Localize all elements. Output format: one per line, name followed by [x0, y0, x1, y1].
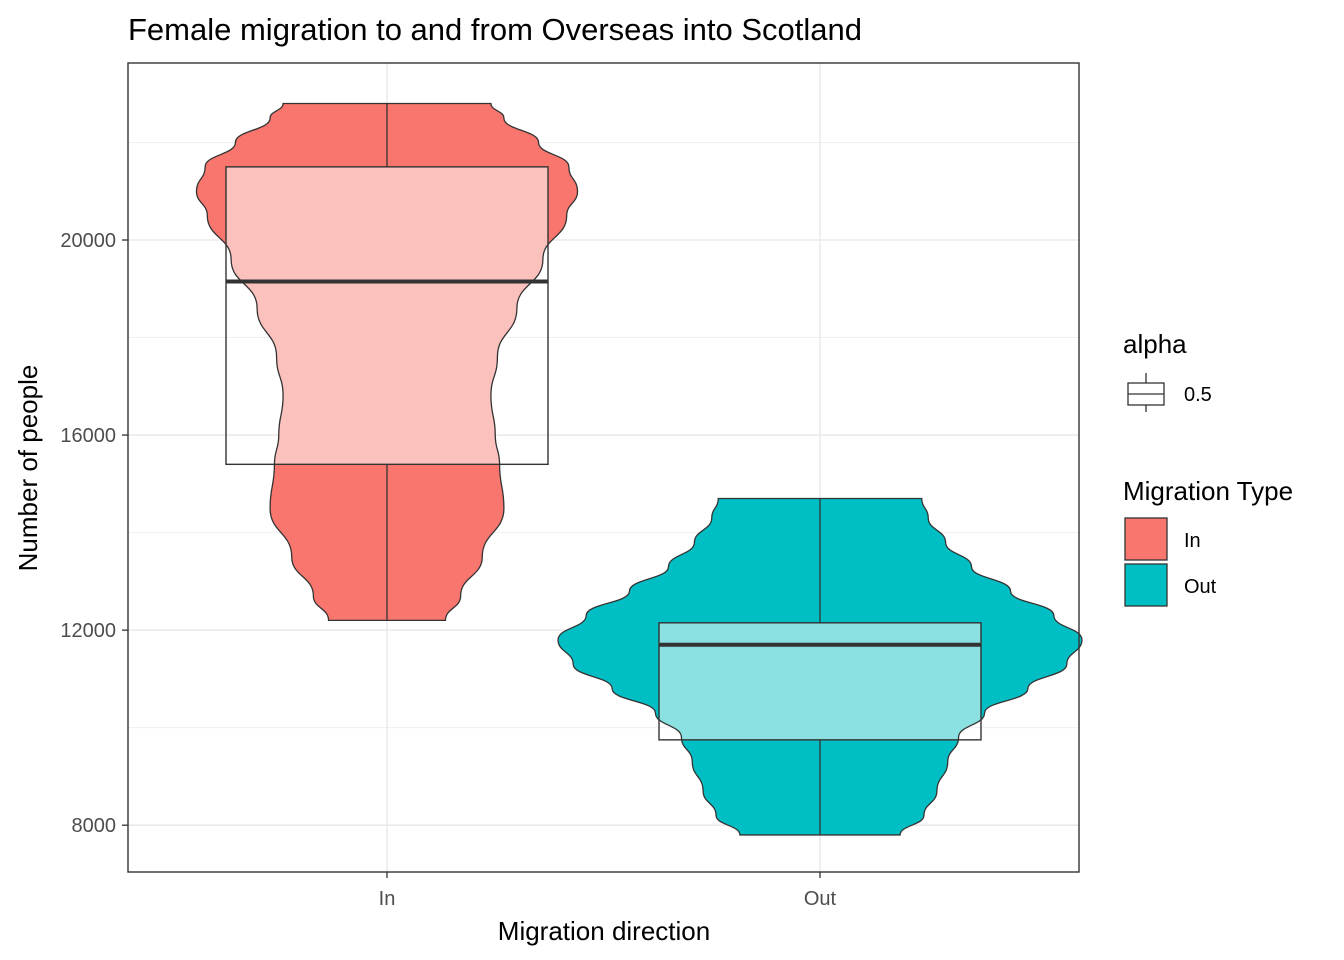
y-tick-label: 20000	[60, 230, 116, 252]
y-axis: 8000 12000 16000 20000	[60, 230, 128, 837]
x-axis-title: Migration direction	[498, 916, 710, 946]
violin-box-overlay	[659, 622, 981, 740]
box-out	[658, 622, 982, 741]
violin-outline	[195, 102, 579, 622]
x-axis: In Out	[379, 872, 837, 910]
chart-title: Female migration to and from Overseas in…	[128, 12, 862, 47]
legend-key-in	[1124, 517, 1168, 561]
y-tick-label: 12000	[60, 620, 116, 642]
box-in	[225, 166, 549, 466]
y-tick-label: 16000	[60, 425, 116, 447]
y-axis-title: Number of people	[13, 365, 43, 572]
legend-alpha-title: alpha	[1123, 329, 1187, 359]
box-glyph-icon	[1127, 373, 1165, 412]
x-tick-label: In	[379, 888, 396, 910]
legend-key-out	[1124, 563, 1168, 607]
legend-alpha-label: 0.5	[1184, 384, 1212, 406]
legend-type-title: Migration Type	[1123, 476, 1293, 506]
legend-label-in: In	[1184, 530, 1201, 552]
legend-label-out: Out	[1184, 576, 1217, 598]
plot-panel	[127, 62, 1083, 873]
violin-outline	[557, 497, 1083, 836]
x-tick-label: Out	[804, 888, 837, 910]
legend: alpha 0.5 Migration Type In Out	[1123, 329, 1293, 607]
panel-border	[127, 62, 1080, 873]
y-tick-label: 8000	[72, 815, 117, 837]
